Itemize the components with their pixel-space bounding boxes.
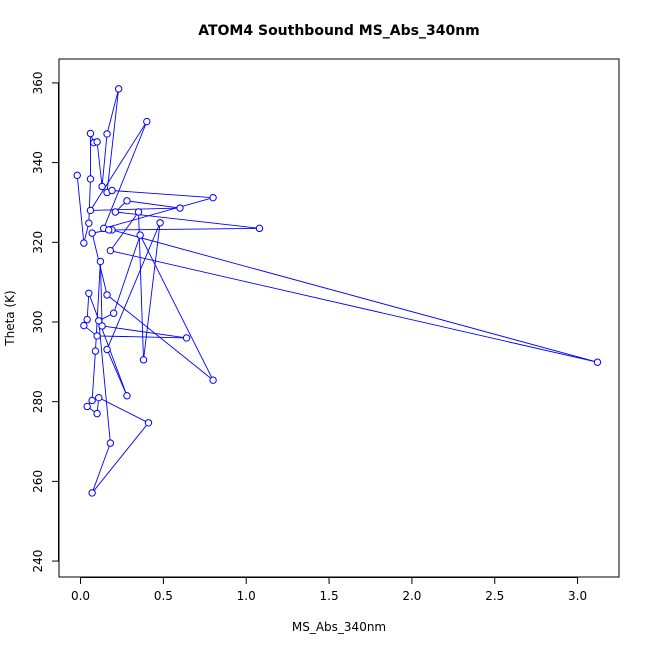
data-point (123, 197, 131, 205)
x-axis-title: MS_Abs_340nm (292, 620, 386, 634)
data-point (85, 219, 93, 227)
data-point (209, 193, 217, 202)
series-line-segment (91, 351, 96, 401)
series-line-segment (90, 207, 180, 211)
data-point (91, 347, 100, 355)
series-line-segment (98, 397, 149, 424)
data-point (156, 219, 164, 227)
x-tick-label: 3.0 (568, 589, 587, 603)
data-point (106, 439, 115, 447)
x-tick-label: 2.0 (402, 589, 421, 603)
data-point (98, 322, 106, 330)
data-point (83, 402, 91, 411)
data-point (86, 129, 95, 138)
data-point (139, 356, 148, 364)
data-point (93, 138, 101, 146)
x-axis: 0.0 0.5 1.0 1.5 2.0 2.5 3.0 (71, 577, 587, 603)
series-line-segment (106, 294, 214, 381)
data-point (85, 289, 93, 297)
series-line-segment (126, 200, 181, 209)
series-line-segment (90, 121, 148, 211)
series-line-segment (86, 293, 90, 320)
series-line-segment (103, 197, 214, 229)
data-point (95, 393, 103, 402)
series-line-segment (88, 178, 91, 224)
data-point (83, 315, 91, 324)
series-line-segment (102, 325, 187, 339)
data-point (88, 229, 96, 237)
series-line-segment (88, 293, 128, 396)
chart-title: ATOM4 Southbound MS_Abs_340nm (198, 23, 480, 39)
data-point (103, 130, 111, 138)
data-point (96, 257, 105, 266)
y-tick-label: 280 (31, 390, 45, 413)
data-point (123, 392, 131, 400)
series-line-segment (112, 227, 260, 231)
data-point (182, 334, 191, 342)
series-line-segment (91, 442, 111, 494)
data-point (143, 117, 151, 126)
data-point (93, 409, 101, 418)
data-series (73, 85, 602, 497)
x-tick-label: 1.5 (320, 589, 339, 603)
data-point (255, 224, 264, 233)
series-line-segment (101, 133, 108, 187)
series-line-segment (103, 121, 148, 229)
series-line-segment (111, 229, 598, 363)
data-point (109, 309, 118, 317)
y-tick-label: 240 (31, 550, 45, 573)
series-line-segment (97, 335, 187, 339)
data-point (144, 419, 153, 427)
data-point (134, 208, 143, 216)
series-line-segment (110, 250, 598, 363)
series-line-segment (111, 190, 214, 199)
data-point (73, 171, 81, 180)
y-tick-label: 360 (31, 71, 45, 94)
data-point (593, 358, 602, 366)
series-line-segment (91, 422, 149, 494)
y-axis-title: Theta (K) (3, 290, 17, 346)
data-point (136, 231, 144, 239)
data-point (95, 317, 103, 325)
x-tick-label: 1.0 (237, 589, 256, 603)
series-layer (73, 85, 602, 497)
data-point (103, 291, 111, 299)
x-tick-label: 0.0 (71, 589, 90, 603)
series-line-segment (109, 211, 139, 251)
series-line-segment (76, 175, 85, 244)
data-point (106, 246, 115, 255)
data-point (114, 85, 123, 93)
data-point (80, 239, 88, 247)
data-point (105, 226, 113, 234)
data-point (98, 182, 106, 191)
x-tick-label: 2.5 (485, 589, 504, 603)
data-point (103, 345, 111, 354)
y-tick-label: 320 (31, 231, 45, 254)
data-point (80, 321, 88, 330)
series-line-segment (113, 234, 141, 314)
data-point (209, 376, 217, 384)
x-tick-label: 0.5 (154, 589, 173, 603)
data-point (176, 204, 184, 212)
series-line-segment (106, 88, 120, 135)
y-tick-label: 340 (31, 151, 45, 174)
data-point (93, 332, 101, 340)
series-line-segment (98, 320, 111, 444)
data-point (108, 186, 116, 195)
y-tick-label: 300 (31, 311, 45, 334)
series-line-segment (106, 88, 120, 193)
data-point (86, 175, 95, 183)
data-point (86, 206, 95, 215)
series-line-segment (139, 234, 214, 381)
series-line-segment (96, 141, 103, 187)
y-tick-label: 260 (31, 470, 45, 493)
series-line-segment (99, 261, 103, 326)
data-point (111, 208, 120, 216)
data-point (88, 489, 96, 497)
y-axis: 240 260 280 300 320 340 360 (31, 71, 59, 573)
data-point (88, 396, 96, 405)
